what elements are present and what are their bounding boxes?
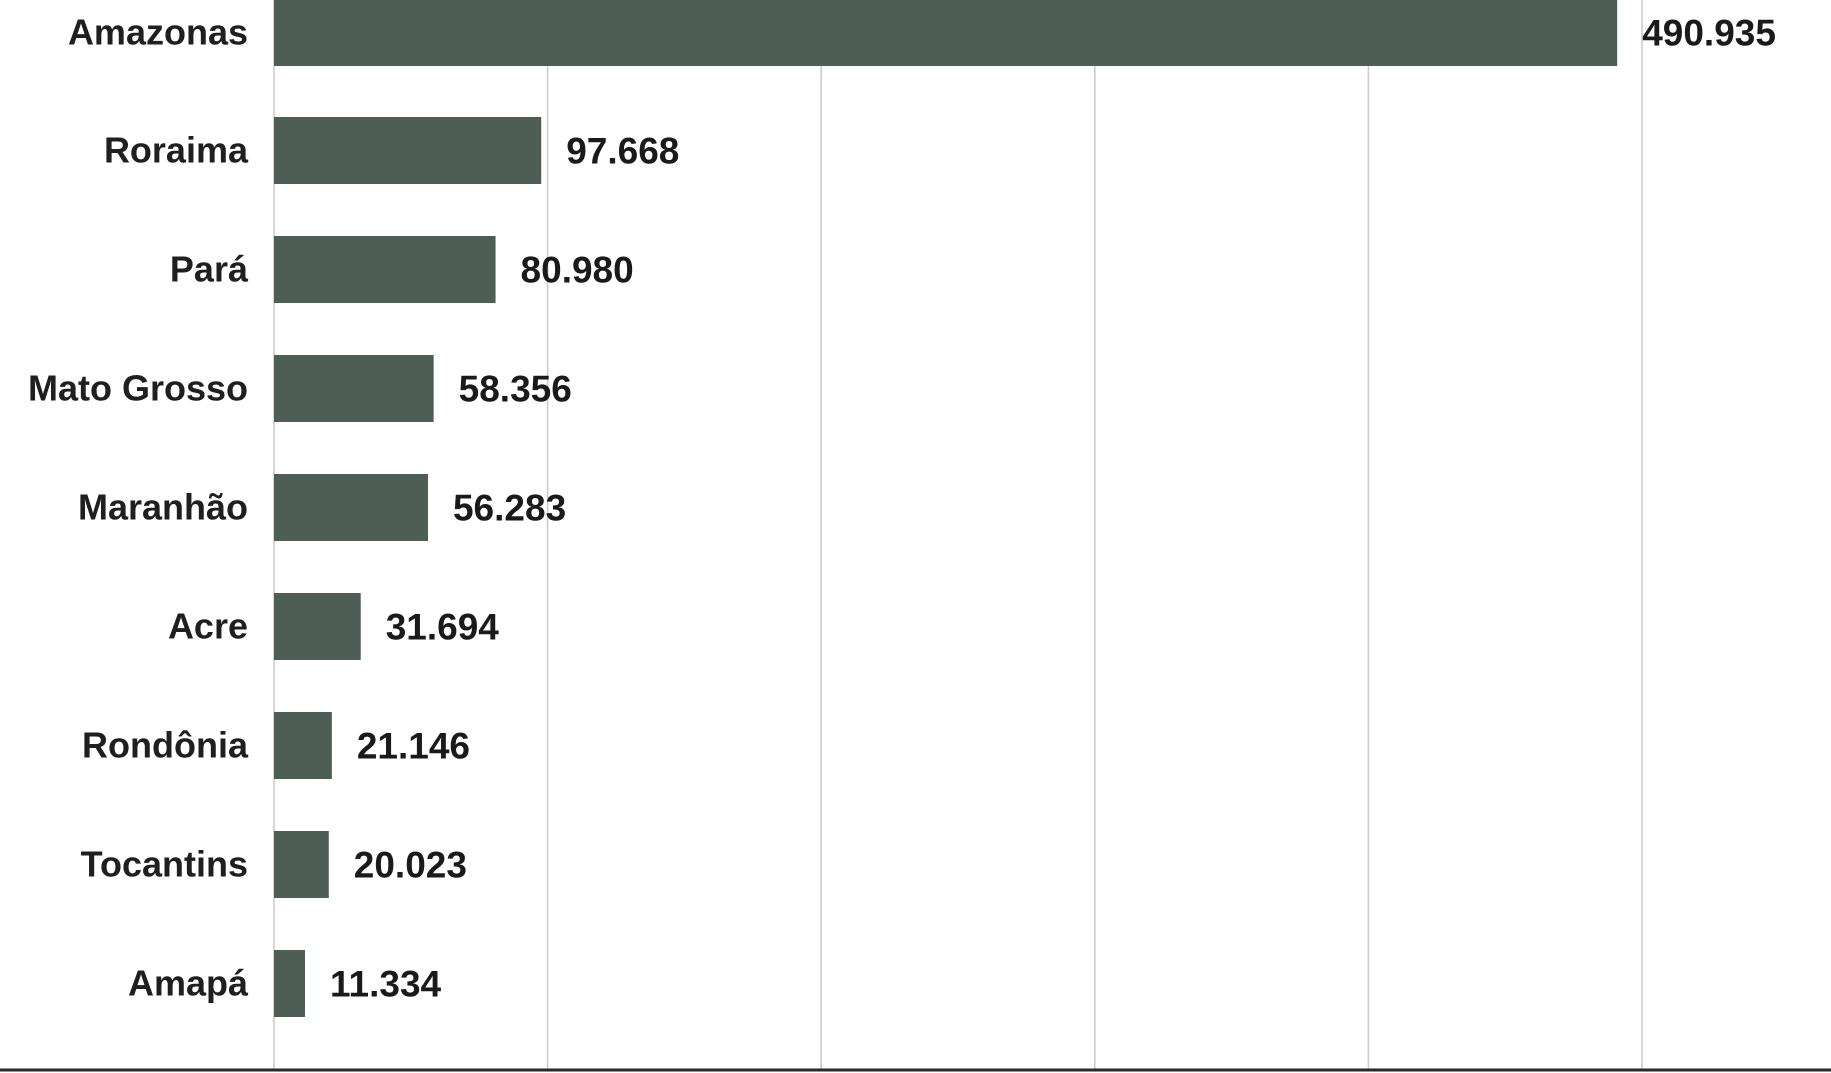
- value-label: 490.935: [1642, 13, 1776, 54]
- value-label: 21.146: [357, 726, 470, 767]
- value-label: 56.283: [453, 488, 566, 529]
- bar-mato-grosso: [274, 355, 434, 422]
- category-label: Maranhão: [78, 487, 248, 528]
- bar-acre: [274, 593, 361, 660]
- bar-pará: [274, 236, 496, 303]
- bar-amazonas: [274, 0, 1618, 66]
- category-label: Pará: [170, 249, 249, 290]
- category-label: Acre: [168, 606, 248, 647]
- category-label: Roraima: [104, 130, 249, 171]
- bar-roraima: [274, 117, 542, 184]
- bar-amapá: [274, 950, 306, 1017]
- category-label: Tocantins: [81, 844, 248, 885]
- value-label: 80.980: [521, 250, 634, 291]
- category-label: Rondônia: [82, 725, 249, 766]
- bars: [274, 0, 1618, 1017]
- value-label: 20.023: [354, 845, 467, 886]
- category-label: Amazonas: [68, 12, 248, 53]
- bar-maranhão: [274, 474, 428, 541]
- category-label: Mato Grosso: [28, 368, 248, 409]
- category-label: Amapá: [128, 963, 249, 1004]
- value-label: 58.356: [459, 369, 572, 410]
- value-label: 11.334: [330, 964, 442, 1005]
- bar-tocantins: [274, 831, 329, 898]
- labels: Amazonas 490.935 Roraima 97.668 Pará 80.980 Ma…: [28, 12, 1776, 1005]
- bar-rondônia: [274, 712, 332, 779]
- value-label: 97.668: [566, 131, 679, 172]
- value-label: 31.694: [386, 607, 500, 648]
